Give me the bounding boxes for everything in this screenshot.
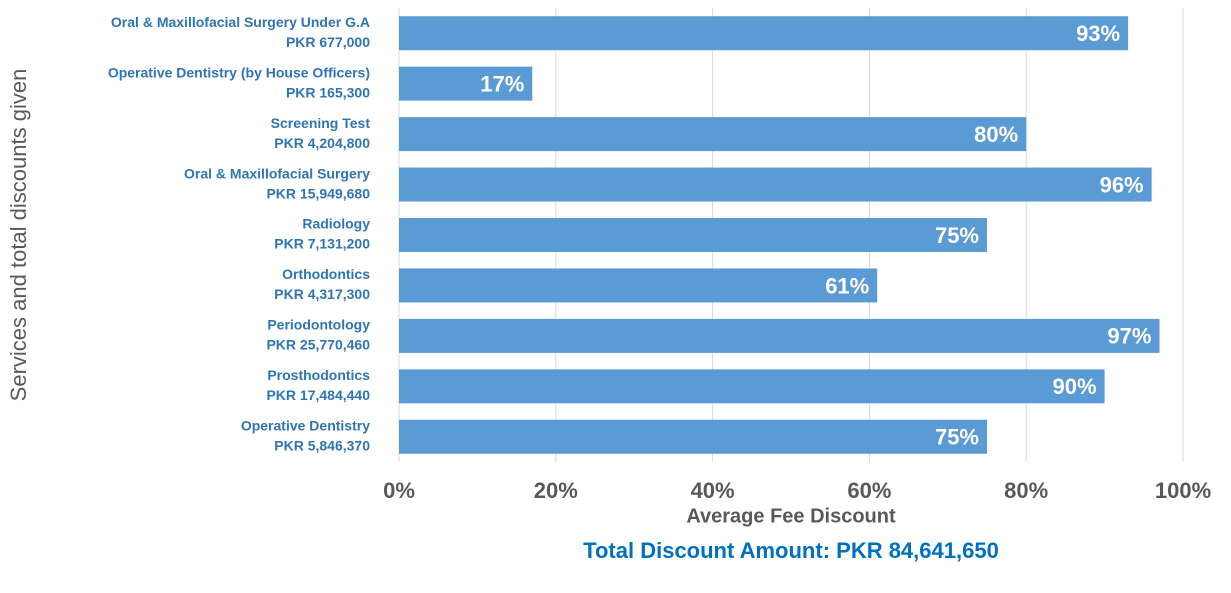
y-tick-sublabel: PKR 15,949,680 <box>266 185 370 201</box>
x-tick-label: 0% <box>383 478 415 503</box>
y-tick-label: Periodontology <box>267 317 370 333</box>
footnote: Total Discount Amount: PKR 84,641,650 <box>583 538 999 563</box>
bar <box>399 218 987 252</box>
y-tick-label: Prosthodontics <box>267 367 370 383</box>
x-tick-label: 40% <box>691 478 735 503</box>
x-tick-label: 20% <box>534 478 578 503</box>
x-tick-label: 60% <box>847 478 891 503</box>
y-tick-sublabel: PKR 25,770,460 <box>266 337 370 353</box>
y-tick-sublabel: PKR 17,484,440 <box>266 387 370 403</box>
value-label: 93% <box>1076 21 1120 46</box>
value-label: 75% <box>935 425 979 450</box>
x-tick-label: 80% <box>1004 478 1048 503</box>
bar <box>399 167 1152 202</box>
y-tick-sublabel: PKR 4,204,800 <box>274 135 370 151</box>
value-label: 75% <box>935 223 979 248</box>
bar <box>399 419 987 454</box>
bar <box>399 16 1129 51</box>
y-tick-label: Oral & Maxillofacial Surgery <box>184 165 370 181</box>
value-label: 80% <box>974 122 1018 147</box>
value-label: 61% <box>825 273 869 298</box>
bar <box>399 369 1105 404</box>
y-tick-label: Operative Dentistry <box>241 417 370 433</box>
x-tick-label: 100% <box>1155 478 1211 503</box>
y-tick-label: Screening Test <box>271 115 371 131</box>
y-tick-label: Operative Dentistry (by House Officers) <box>108 64 370 80</box>
bar <box>399 318 1160 353</box>
y-tick-sublabel: PKR 7,131,200 <box>274 236 370 252</box>
y-tick-sublabel: PKR 165,300 <box>286 84 370 100</box>
value-label: 96% <box>1100 172 1144 197</box>
y-tick-label: Orthodontics <box>282 266 370 282</box>
y-tick-label: Oral & Maxillofacial Surgery Under G.A <box>111 14 370 30</box>
value-label: 90% <box>1053 374 1097 399</box>
bar <box>399 66 533 101</box>
value-label: 17% <box>480 71 524 96</box>
y-axis-title: Services and total discounts given <box>6 69 31 402</box>
y-tick-sublabel: PKR 677,000 <box>286 34 370 50</box>
x-axis-title: Average Fee Discount <box>686 505 896 527</box>
bar <box>399 268 878 303</box>
y-tick-sublabel: PKR 5,846,370 <box>274 437 370 453</box>
bar <box>399 117 1027 152</box>
value-label: 97% <box>1107 324 1151 349</box>
y-tick-sublabel: PKR 4,317,300 <box>274 286 370 302</box>
y-tick-label: Radiology <box>302 216 370 232</box>
